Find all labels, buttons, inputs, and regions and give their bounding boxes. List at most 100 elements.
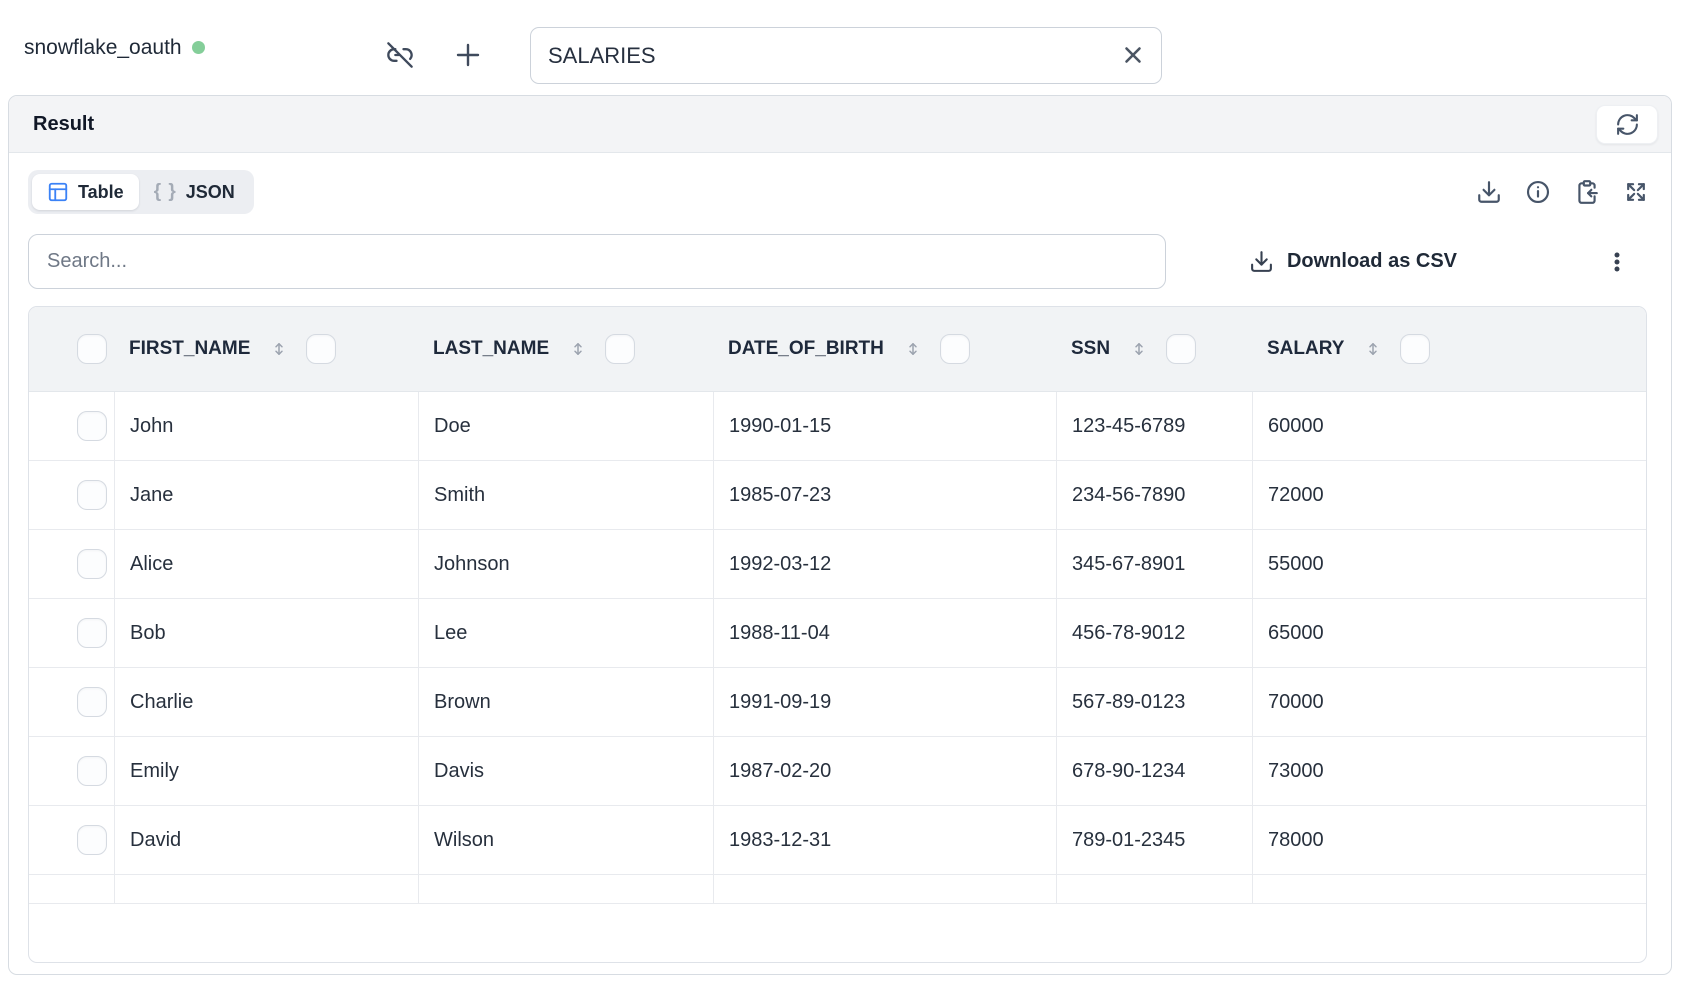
refresh-button[interactable] bbox=[1596, 105, 1658, 144]
cell-last-name: Johnson bbox=[418, 530, 713, 598]
row-checkbox[interactable] bbox=[77, 618, 107, 648]
cell-date-of-birth: 1990-01-15 bbox=[713, 392, 1056, 460]
table-row: Charlie Brown 1991-09-19 567-89-0123 700… bbox=[29, 668, 1646, 737]
tab-table-label: Table bbox=[78, 181, 124, 202]
copy-to-clipboard-button[interactable] bbox=[1574, 179, 1600, 205]
unlink-icon bbox=[386, 41, 414, 69]
clear-input-button[interactable] bbox=[1118, 40, 1148, 70]
query-input-wrap bbox=[530, 27, 1162, 84]
sort-icon bbox=[270, 338, 288, 360]
connection-selector[interactable]: snowflake_oauth bbox=[24, 0, 205, 95]
cell-first-name: Charlie bbox=[114, 668, 418, 736]
sort-button[interactable] bbox=[569, 338, 587, 360]
row-checkbox[interactable] bbox=[77, 411, 107, 441]
cell-salary: 70000 bbox=[1252, 668, 1646, 736]
result-table: FIRST_NAME LAST_NAME bbox=[28, 306, 1647, 963]
cell-first-name: Bob bbox=[114, 599, 418, 667]
search-input[interactable] bbox=[28, 234, 1166, 289]
table-row: David Wilson 1983-12-31 789-01-2345 7800… bbox=[29, 806, 1646, 875]
cell-last-name: Davis bbox=[418, 737, 713, 805]
view-tab-group: Table { } JSON bbox=[28, 170, 254, 214]
column-checkbox[interactable] bbox=[1166, 334, 1197, 364]
connection-status-dot bbox=[191, 41, 205, 54]
sort-button[interactable] bbox=[1130, 338, 1148, 360]
column-header-first-name: FIRST_NAME bbox=[114, 307, 418, 391]
top-bar: snowflake_oauth bbox=[0, 0, 1682, 95]
table-header-row: FIRST_NAME LAST_NAME bbox=[29, 307, 1646, 392]
cell-first-name: John bbox=[114, 392, 418, 460]
add-query-button[interactable] bbox=[451, 38, 485, 72]
cell-ssn: 678-90-1234 bbox=[1056, 737, 1252, 805]
select-all-checkbox[interactable] bbox=[77, 334, 107, 364]
download-icon bbox=[1249, 249, 1274, 274]
row-checkbox[interactable] bbox=[77, 480, 107, 510]
row-checkbox[interactable] bbox=[77, 825, 107, 855]
sort-button[interactable] bbox=[1364, 338, 1382, 360]
sort-icon bbox=[569, 338, 587, 360]
row-checkbox[interactable] bbox=[77, 756, 107, 786]
cell-last-name: Smith bbox=[418, 461, 713, 529]
sort-icon bbox=[904, 338, 922, 360]
braces-icon: { } bbox=[153, 181, 177, 202]
row-checkbox[interactable] bbox=[77, 549, 107, 579]
cell-date-of-birth: 1991-09-19 bbox=[713, 668, 1056, 736]
cell-last-name: Wilson bbox=[418, 806, 713, 874]
column-header-date-of-birth: DATE_OF_BIRTH bbox=[713, 307, 1056, 391]
column-checkbox[interactable] bbox=[939, 334, 970, 364]
download-csv-label: Download as CSV bbox=[1286, 250, 1457, 272]
cell-salary: 73000 bbox=[1252, 737, 1646, 805]
view-toolbar: Table { } JSON bbox=[28, 170, 1671, 214]
download-icon bbox=[1476, 179, 1502, 205]
cell-first-name: Emily bbox=[114, 737, 418, 805]
cell-salary: 60000 bbox=[1252, 392, 1646, 460]
sort-icon bbox=[1364, 338, 1382, 360]
cell-date-of-birth: 1988-11-04 bbox=[713, 599, 1056, 667]
cell-salary: 65000 bbox=[1252, 599, 1646, 667]
cell-last-name: Doe bbox=[418, 392, 713, 460]
download-csv-button[interactable]: Download as CSV bbox=[1249, 234, 1457, 289]
sort-icon bbox=[1130, 338, 1148, 360]
table-row: Jane Smith 1985-07-23 234-56-7890 72000 bbox=[29, 461, 1646, 530]
expand-icon bbox=[1623, 179, 1649, 205]
download-button[interactable] bbox=[1476, 179, 1502, 205]
more-options-button[interactable] bbox=[1603, 248, 1631, 276]
column-checkbox[interactable] bbox=[605, 334, 636, 364]
cell-salary: 78000 bbox=[1252, 806, 1646, 874]
table-row: Emily Davis 1987-02-20 678-90-1234 73000 bbox=[29, 737, 1646, 806]
cell-ssn: 456-78-9012 bbox=[1056, 599, 1252, 667]
tab-json[interactable]: { } JSON bbox=[139, 174, 250, 210]
result-panel-body: Table { } JSON bbox=[9, 153, 1671, 963]
connection-name: snowflake_oauth bbox=[24, 35, 182, 59]
tab-table[interactable]: Table bbox=[32, 174, 139, 210]
cell-ssn: 234-56-7890 bbox=[1056, 461, 1252, 529]
sort-button[interactable] bbox=[270, 338, 288, 360]
kebab-menu-icon bbox=[1604, 249, 1630, 275]
result-panel: Result Table bbox=[8, 95, 1672, 975]
expand-button[interactable] bbox=[1623, 179, 1649, 205]
table-name-input[interactable] bbox=[530, 27, 1162, 84]
cell-last-name: Brown bbox=[418, 668, 713, 736]
row-checkbox[interactable] bbox=[77, 687, 107, 717]
info-icon bbox=[1525, 179, 1551, 205]
cell-ssn: 345-67-8901 bbox=[1056, 530, 1252, 598]
cell-last-name: Lee bbox=[418, 599, 713, 667]
table-icon bbox=[47, 181, 69, 203]
cell-ssn: 123-45-6789 bbox=[1056, 392, 1252, 460]
column-checkbox[interactable] bbox=[306, 334, 337, 364]
cell-date-of-birth: 1987-02-20 bbox=[713, 737, 1056, 805]
cell-first-name: Jane bbox=[114, 461, 418, 529]
cell-date-of-birth: 1992-03-12 bbox=[713, 530, 1056, 598]
cell-date-of-birth: 1983-12-31 bbox=[713, 806, 1056, 874]
info-button[interactable] bbox=[1525, 179, 1551, 205]
sort-button[interactable] bbox=[904, 338, 922, 360]
close-icon bbox=[1120, 42, 1146, 68]
cell-salary: 55000 bbox=[1252, 530, 1646, 598]
table-row: Bob Lee 1988-11-04 456-78-9012 65000 bbox=[29, 599, 1646, 668]
column-checkbox[interactable] bbox=[1400, 334, 1431, 364]
cell-first-name: David bbox=[114, 806, 418, 874]
cell-date-of-birth: 1985-07-23 bbox=[713, 461, 1056, 529]
table-row-partial bbox=[29, 875, 1646, 904]
column-header-ssn: SSN bbox=[1056, 307, 1252, 391]
unlink-button[interactable] bbox=[384, 39, 416, 71]
result-panel-header: Result bbox=[9, 96, 1671, 153]
